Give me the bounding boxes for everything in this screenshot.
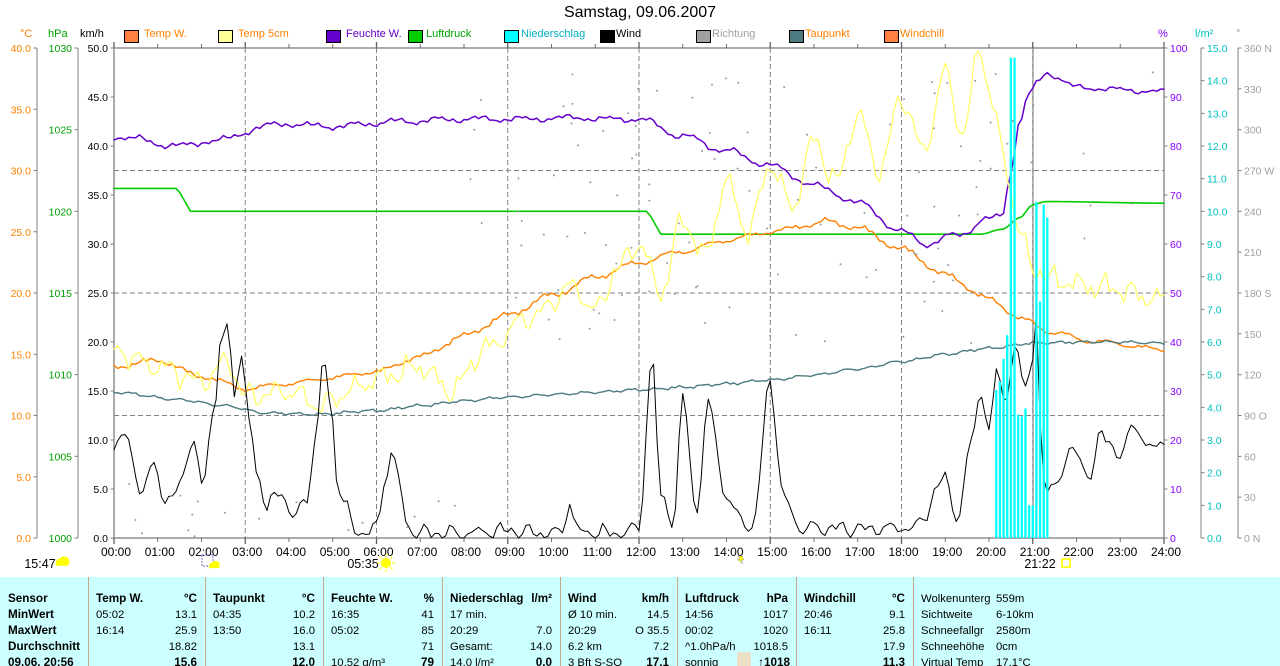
svg-text:30: 30 (1244, 492, 1256, 504)
svg-text:45.0: 45.0 (88, 92, 109, 104)
svg-text:360 N: 360 N (1244, 43, 1272, 55)
svg-text:80: 80 (1170, 141, 1182, 153)
svg-text:50.0: 50.0 (88, 43, 109, 55)
svg-text:1005: 1005 (49, 451, 73, 463)
svg-text:1010: 1010 (49, 370, 73, 382)
svg-text:6.0: 6.0 (1207, 337, 1222, 349)
svg-text:40.0: 40.0 (88, 141, 109, 153)
svg-text:40.0: 40.0 (11, 43, 32, 55)
svg-text:16:00: 16:00 (801, 545, 831, 559)
svg-text:8.0: 8.0 (1207, 272, 1222, 284)
svg-text:18:00: 18:00 (888, 545, 918, 559)
svg-text:13:00: 13:00 (670, 545, 700, 559)
svg-text:03:00: 03:00 (232, 545, 262, 559)
svg-text:20.0: 20.0 (11, 288, 32, 300)
svg-text:04:00: 04:00 (276, 545, 306, 559)
svg-text:15:47: 15:47 (24, 557, 55, 571)
svg-text:300: 300 (1244, 125, 1262, 137)
svg-text:10.0: 10.0 (1207, 206, 1228, 218)
svg-text:10.0: 10.0 (11, 411, 32, 423)
svg-text:30: 30 (1170, 386, 1182, 398)
svg-text:02:00: 02:00 (188, 545, 218, 559)
svg-text:20: 20 (1170, 435, 1182, 447)
svg-text:50: 50 (1170, 288, 1182, 300)
svg-text:10: 10 (1170, 484, 1182, 496)
svg-text:100: 100 (1170, 43, 1188, 55)
svg-text:210: 210 (1244, 247, 1262, 259)
svg-text:150: 150 (1244, 329, 1262, 341)
svg-text:23:00: 23:00 (1107, 545, 1137, 559)
svg-text:35.0: 35.0 (11, 104, 32, 116)
svg-text:270 W: 270 W (1244, 166, 1274, 178)
svg-text:4.0: 4.0 (1207, 402, 1222, 414)
svg-text:1.0: 1.0 (1207, 500, 1222, 512)
svg-text:120: 120 (1244, 370, 1262, 382)
svg-text:1020: 1020 (49, 206, 73, 218)
svg-text:17:00: 17:00 (845, 545, 875, 559)
svg-text:1025: 1025 (49, 125, 73, 137)
svg-text:11.0: 11.0 (1207, 174, 1227, 186)
svg-text:11:00: 11:00 (583, 545, 612, 559)
svg-text:24:00: 24:00 (1151, 545, 1181, 559)
svg-text:90 O: 90 O (1244, 411, 1267, 423)
svg-text:25.0: 25.0 (11, 227, 32, 239)
svg-text:00:00: 00:00 (101, 545, 131, 559)
svg-text:0 N: 0 N (1244, 533, 1260, 545)
svg-text:12.0: 12.0 (1207, 141, 1228, 153)
svg-text:0.0: 0.0 (16, 533, 31, 545)
svg-text:5.0: 5.0 (93, 484, 108, 496)
svg-text:15.0: 15.0 (11, 349, 32, 361)
svg-text:19:00: 19:00 (932, 545, 962, 559)
svg-text:22:00: 22:00 (1063, 545, 1093, 559)
svg-text:1030: 1030 (49, 43, 73, 55)
svg-text:0: 0 (1170, 533, 1176, 545)
svg-text:20.0: 20.0 (88, 337, 109, 349)
svg-text:5.0: 5.0 (16, 472, 31, 484)
svg-text:21:22: 21:22 (1024, 557, 1055, 571)
svg-text:3.0: 3.0 (1207, 435, 1222, 447)
svg-text:2.0: 2.0 (1207, 468, 1222, 480)
svg-text:10:00: 10:00 (538, 545, 568, 559)
svg-text:240: 240 (1244, 206, 1262, 218)
svg-text:08:00: 08:00 (451, 545, 481, 559)
svg-text:35.0: 35.0 (88, 190, 109, 202)
svg-text:12:00: 12:00 (626, 545, 656, 559)
svg-text:70: 70 (1170, 190, 1182, 202)
svg-text:9.0: 9.0 (1207, 239, 1222, 251)
svg-text:05:35: 05:35 (347, 557, 378, 571)
svg-text:15.0: 15.0 (1207, 43, 1228, 55)
svg-text:0.0: 0.0 (93, 533, 108, 545)
svg-text:60: 60 (1170, 239, 1182, 251)
svg-text:13.0: 13.0 (1207, 108, 1228, 120)
svg-text:09:00: 09:00 (495, 545, 525, 559)
svg-text:15:00: 15:00 (757, 545, 787, 559)
svg-text:5.0: 5.0 (1207, 370, 1222, 382)
svg-text:10.0: 10.0 (88, 435, 109, 447)
svg-text:60: 60 (1244, 451, 1256, 463)
svg-text:30.0: 30.0 (88, 239, 109, 251)
svg-text:180 S: 180 S (1244, 288, 1271, 300)
svg-text:05:00: 05:00 (320, 545, 350, 559)
svg-text:40: 40 (1170, 337, 1182, 349)
svg-text:330: 330 (1244, 84, 1262, 96)
svg-text:15.0: 15.0 (88, 386, 109, 398)
svg-text:25.0: 25.0 (88, 288, 109, 300)
svg-text:90: 90 (1170, 92, 1182, 104)
svg-text:0.0: 0.0 (1207, 533, 1222, 545)
svg-text:07:00: 07:00 (407, 545, 437, 559)
svg-text:1000: 1000 (49, 533, 73, 545)
svg-text:7.0: 7.0 (1207, 304, 1222, 316)
svg-text:1015: 1015 (49, 288, 73, 300)
svg-text:30.0: 30.0 (11, 166, 32, 178)
svg-text:20:00: 20:00 (976, 545, 1006, 559)
svg-text:01:00: 01:00 (145, 545, 175, 559)
svg-text:14.0: 14.0 (1207, 76, 1228, 88)
